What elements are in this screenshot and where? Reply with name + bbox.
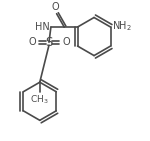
Text: S: S bbox=[45, 36, 53, 49]
Text: NH$_2$: NH$_2$ bbox=[112, 19, 132, 33]
Text: CH$_3$: CH$_3$ bbox=[30, 94, 49, 106]
Text: O: O bbox=[52, 2, 59, 12]
Text: HN: HN bbox=[35, 22, 50, 32]
Text: O: O bbox=[28, 37, 36, 47]
Text: O: O bbox=[62, 37, 70, 47]
